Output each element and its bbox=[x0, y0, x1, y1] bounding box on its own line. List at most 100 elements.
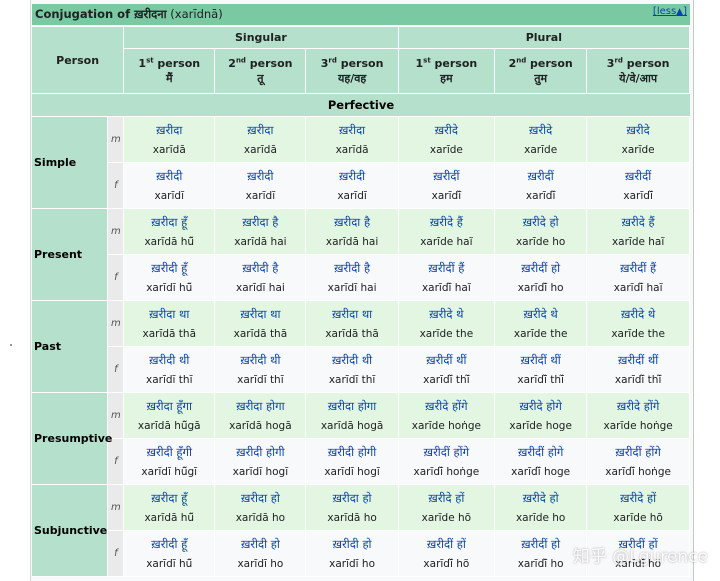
conjugation-cell: ख़रीदे xarīde bbox=[587, 117, 690, 163]
conjugated-form-link[interactable]: ख़रीदीं होगे bbox=[517, 444, 564, 459]
conjugated-form-link[interactable]: ख़रीदा था bbox=[240, 306, 281, 321]
conjugated-form-link[interactable]: ख़रीदा bbox=[156, 122, 183, 137]
transliteration: xarīdā thā bbox=[325, 327, 379, 340]
conjugation-cell: ख़रीदे xarīde bbox=[495, 117, 588, 163]
conjugation-cell: ख़रीदे होंगे xarīde hoṅge bbox=[398, 393, 496, 439]
pronoun: मैं bbox=[165, 71, 173, 85]
triangle-up-icon[interactable]: ▲ bbox=[676, 7, 684, 17]
conjugated-form-link[interactable]: ख़रीदीं हो bbox=[521, 536, 561, 551]
conjugation-cell: ख़रीदे हैं xarīde haĩ bbox=[398, 209, 496, 255]
conjugated-form-link[interactable]: ख़रीदा हूँगा bbox=[146, 398, 192, 413]
collapse-toggle-label[interactable]: less bbox=[656, 6, 677, 17]
conjugated-form-link[interactable]: ख़रीदी थी bbox=[149, 352, 190, 367]
conjugation-cell: ख़रीदीं होंगे xarīdī̃ hoṅge bbox=[398, 439, 496, 485]
transliteration: xarīdā hai bbox=[325, 235, 379, 248]
conjugated-form-link[interactable]: ख़रीदे थे bbox=[429, 306, 464, 321]
conjugated-form-link[interactable]: ख़रीदा है bbox=[334, 214, 371, 229]
conjugated-form-link[interactable]: ख़रीदे हों bbox=[620, 490, 657, 505]
feminine-marker: f bbox=[108, 255, 125, 301]
conjugated-form-link[interactable]: ख़रीदी है bbox=[242, 260, 279, 275]
transliteration: xarīdī̃ hõ bbox=[615, 557, 662, 570]
conjugated-form-link[interactable]: ख़रीदे हों bbox=[428, 490, 465, 505]
transliteration: xarīde bbox=[524, 143, 558, 156]
person-header: Person bbox=[32, 27, 125, 94]
watermark: 知乎 @Lgurence bbox=[572, 547, 708, 567]
conjugated-form-link[interactable]: ख़रीदा है bbox=[242, 214, 279, 229]
conjugation-cell: ख़रीदीं हों xarīdī̃ hõ bbox=[398, 531, 496, 577]
person-column-header: 3rd person यह/वह bbox=[306, 49, 399, 94]
transliteration: xarīde hoṅge bbox=[411, 419, 481, 432]
conjugated-form-link[interactable]: ख़रीदे थे bbox=[523, 306, 558, 321]
conjugated-form-link[interactable]: ख़रीदा होगा bbox=[236, 398, 285, 413]
conjugated-form-link[interactable]: ख़रीदी होगी bbox=[236, 444, 285, 459]
transliteration: xarīdā bbox=[152, 143, 186, 156]
conjugated-form-link[interactable]: ख़रीदी थी bbox=[240, 352, 281, 367]
conjugated-form-link[interactable]: ख़रीदीं हैं bbox=[428, 260, 465, 275]
conjugation-cell: ख़रीदा था xarīdā thā bbox=[124, 301, 216, 347]
conjugated-form-link[interactable]: ख़रीदे bbox=[434, 122, 458, 137]
conjugated-form-link[interactable]: ख़रीदी हो bbox=[332, 536, 372, 551]
conjugated-form-link[interactable]: ख़रीदीं थीं bbox=[520, 352, 561, 367]
collapse-toggle[interactable]: [less▲] bbox=[652, 6, 687, 17]
conjugated-form-link[interactable]: ख़रीदा हो bbox=[240, 490, 280, 505]
conjugated-form-link[interactable]: ख़रीदी bbox=[247, 168, 274, 183]
conjugated-form-link[interactable]: ख़रीदा हूँ bbox=[151, 490, 188, 505]
conjugated-form-link[interactable]: ख़रीदी होगी bbox=[327, 444, 377, 459]
conjugated-form-link[interactable]: ख़रीदीं हों bbox=[426, 536, 466, 551]
conjugated-form-link[interactable]: ख़रीदीं थीं bbox=[618, 352, 659, 367]
pronoun: यह/वह bbox=[337, 71, 367, 85]
conjugated-form-link[interactable]: ख़रीदी bbox=[156, 168, 183, 183]
conjugated-form-link[interactable]: ख़रीदा था bbox=[149, 306, 190, 321]
conjugated-form-link[interactable]: ख़रीदे होंगे bbox=[616, 398, 660, 413]
conjugated-form-link[interactable]: ख़रीदा होगा bbox=[327, 398, 377, 413]
conjugated-form-link[interactable]: ख़रीदीं bbox=[625, 168, 652, 183]
conjugated-form-link[interactable]: ख़रीदे हो bbox=[522, 490, 559, 505]
conjugated-form-link[interactable]: ख़रीदीं bbox=[433, 168, 460, 183]
conjugated-form-link[interactable]: ख़रीदीं थीं bbox=[426, 352, 467, 367]
conjugated-form-link[interactable]: ख़रीदे हैं bbox=[621, 214, 655, 229]
conjugated-form-link[interactable]: ख़रीदीं होंगे bbox=[615, 444, 661, 459]
conjugated-form-link[interactable]: ख़रीदा हो bbox=[332, 490, 372, 505]
conjugated-form-link[interactable]: ख़रीदा bbox=[247, 122, 274, 137]
conjugation-cell: ख़रीदे हैं xarīde haĩ bbox=[587, 209, 690, 255]
transliteration: xarīde hõ bbox=[421, 511, 472, 524]
conjugation-cell: ख़रीदी थी xarīdī thī bbox=[215, 347, 307, 393]
conjugated-form-link[interactable]: ख़रीदीं होंगे bbox=[423, 444, 470, 459]
conjugated-form-link[interactable]: ख़रीदे होंगे bbox=[425, 398, 468, 413]
conjugated-form-link[interactable]: ख़रीदी है bbox=[334, 260, 371, 275]
conjugated-form-link[interactable]: ख़रीदी bbox=[338, 168, 366, 183]
conjugated-form-link[interactable]: ख़रीदी थी bbox=[332, 352, 373, 367]
transliteration: xarīdā ho bbox=[235, 511, 286, 524]
conjugation-cell: ख़रीदी हो xarīdī ho bbox=[215, 531, 307, 577]
conjugation-cell: ख़रीदा xarīdā bbox=[215, 117, 307, 163]
conjugated-form-link[interactable]: ख़रीदीं bbox=[527, 168, 554, 183]
conjugated-form-link[interactable]: ख़रीदे हो bbox=[522, 214, 559, 229]
conjugated-form-link[interactable]: ख़रीदे थे bbox=[621, 306, 656, 321]
conjugated-form-link[interactable]: ख़रीदा था bbox=[332, 306, 373, 321]
conjugated-form-link[interactable]: ख़रीदीं हों bbox=[618, 536, 658, 551]
scroll-mark bbox=[10, 344, 12, 346]
conjugated-form-link[interactable]: ख़रीदे हैं bbox=[429, 214, 463, 229]
conjugated-form-link[interactable]: ख़रीदे होगे bbox=[519, 398, 562, 413]
conjugation-cell: ख़रीदीं हो xarīdī̃ ho bbox=[495, 255, 588, 301]
conjugated-form-link[interactable]: ख़रीदी हूँ bbox=[151, 536, 188, 551]
conjugated-form-link[interactable]: ख़रीदी हो bbox=[240, 536, 280, 551]
conjugated-form-link[interactable]: ख़रीदीं हैं bbox=[620, 260, 657, 275]
conjugated-form-link[interactable]: ख़रीदीं हो bbox=[521, 260, 561, 275]
conjugated-form-link[interactable]: ख़रीदे bbox=[529, 122, 553, 137]
conjugated-form-link[interactable]: ख़रीदा हूँ bbox=[151, 214, 188, 229]
conjugated-form-link[interactable]: ख़रीदी हूँगी bbox=[146, 444, 192, 459]
person-column-header: 3rd person ये/वे/आप bbox=[587, 49, 690, 94]
person-column-header: 1st person हम bbox=[398, 49, 496, 94]
transliteration: xarīde bbox=[429, 143, 463, 156]
conjugation-cell: ख़रीदे हों xarīde hõ bbox=[587, 485, 690, 531]
transliteration: xarīdā hū̃ bbox=[144, 511, 195, 524]
conjugation-cell: ख़रीदे थे xarīde the bbox=[398, 301, 496, 347]
transliteration: xarīdā ho bbox=[327, 511, 377, 524]
conjugation-cell: ख़रीदा है xarīdā hai bbox=[215, 209, 307, 255]
transliteration: xarīdī ho bbox=[237, 557, 284, 570]
conjugated-form-link[interactable]: ख़रीदा bbox=[338, 122, 366, 137]
conjugated-form-link[interactable]: ख़रीदी हूँ bbox=[151, 260, 188, 275]
conjugated-form-link[interactable]: ख़रीदे bbox=[626, 122, 650, 137]
title-verb: ख़रीदना bbox=[134, 7, 167, 21]
